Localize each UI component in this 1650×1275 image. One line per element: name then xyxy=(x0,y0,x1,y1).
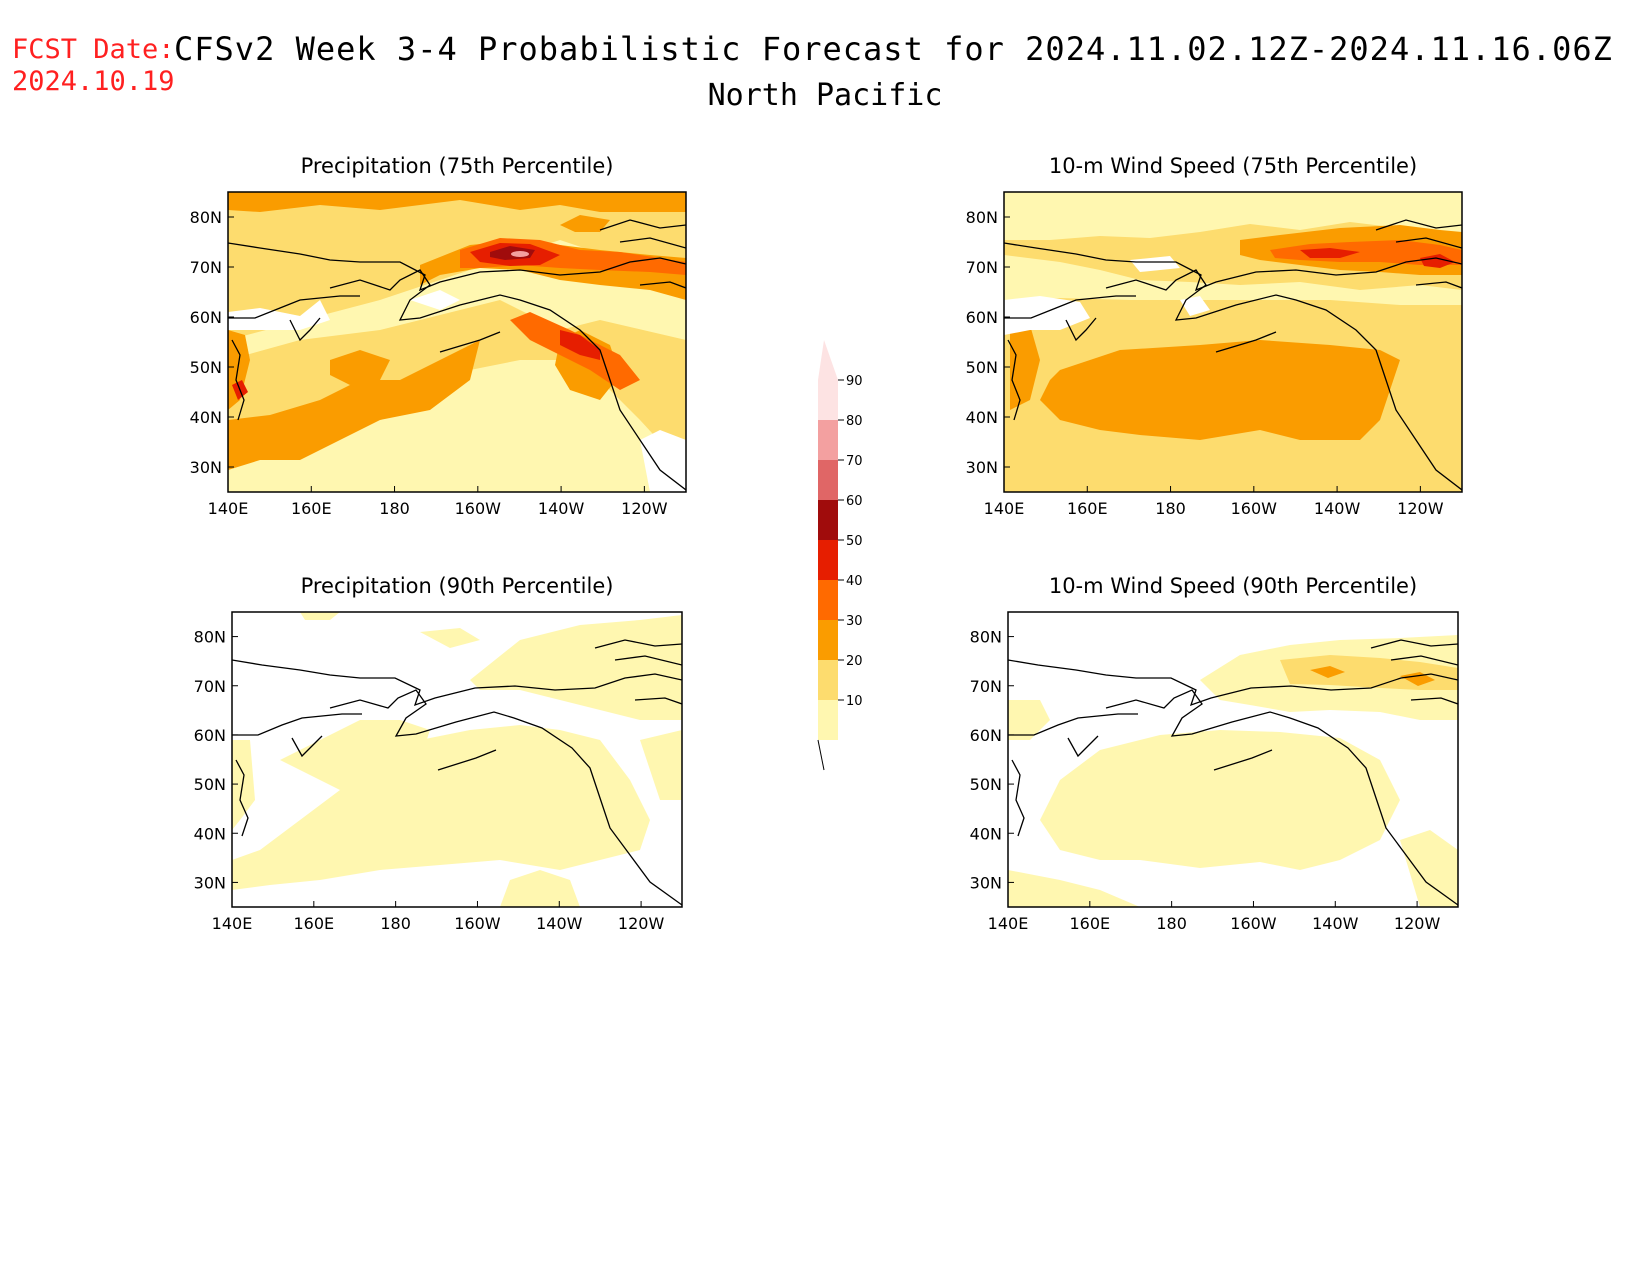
colorbar-label: 30 xyxy=(846,614,863,629)
colorbar-label: 40 xyxy=(846,574,863,589)
precip-75-shading xyxy=(228,192,686,492)
panel-precip-75: Precipitation (75th Percentile) xyxy=(227,154,687,493)
fcst-label: FCST Date: xyxy=(12,34,175,65)
colorbar-swatch xyxy=(818,620,838,660)
panel-wind-75: 10-m Wind Speed (75th Percentile) xyxy=(1003,154,1463,493)
colorbar-swatch xyxy=(818,660,838,700)
lon-tick-label: 160E xyxy=(1067,499,1108,518)
lat-tick-label: 70N xyxy=(970,677,1002,696)
lon-tick-label: 140E xyxy=(988,914,1029,933)
colorbar-swatch xyxy=(818,580,838,620)
panel-title: 10-m Wind Speed (75th Percentile) xyxy=(1049,154,1417,178)
panel-title: Precipitation (90th Percentile) xyxy=(301,574,614,598)
lat-tick-label: 50N xyxy=(966,358,998,377)
lon-tick-label: 160E xyxy=(293,914,334,933)
lon-tick-label: 120W xyxy=(1394,914,1441,933)
lon-tick-label: 160W xyxy=(454,914,501,933)
panel-wind-90: 10-m Wind Speed (90th Percentile) xyxy=(1007,574,1459,908)
lat-tick-label: 30N xyxy=(194,873,226,892)
coastline xyxy=(232,639,682,906)
colorbar-swatch xyxy=(818,380,838,420)
lat-tick-label: 60N xyxy=(966,308,998,327)
lon-tick-label: 160W xyxy=(1231,499,1278,518)
axis-labels: 80N 70N 60N 50N 40N 30N 140E 160E 180 160W 140W 120… xyxy=(190,208,1444,933)
colorbar-swatch xyxy=(818,540,838,580)
lat-tick-label: 40N xyxy=(190,408,222,427)
lat-tick-label: 30N xyxy=(190,458,222,477)
wind-90-shading xyxy=(1008,612,1458,907)
lat-tick-label: 70N xyxy=(966,258,998,277)
colorbar-swatch xyxy=(818,500,838,540)
colorbar: 90 80 70 60 50 40 30 20 10 xyxy=(817,340,863,771)
precip-90-shading xyxy=(232,612,682,907)
lon-tick-label: 140W xyxy=(1312,914,1359,933)
lat-tick-label: 80N xyxy=(970,628,1002,647)
colorbar-label: 60 xyxy=(846,494,863,509)
colorbar-label: 10 xyxy=(846,694,863,709)
lon-tick-label: 160E xyxy=(291,499,332,518)
lat-tick-label: 50N xyxy=(194,775,226,794)
colorbar-tail xyxy=(817,739,825,771)
lat-tick-label: 80N xyxy=(966,208,998,227)
lon-tick-label: 180 xyxy=(1156,914,1187,933)
panel-precip-90: Precipitation (90th Percentile) xyxy=(231,574,683,908)
lat-tick-label: 40N xyxy=(970,824,1002,843)
lat-tick-label: 70N xyxy=(190,258,222,277)
lon-tick-label: 180 xyxy=(1155,499,1186,518)
lat-tick-label: 30N xyxy=(970,873,1002,892)
lat-tick-label: 60N xyxy=(194,726,226,745)
lat-tick-label: 40N xyxy=(966,408,998,427)
lon-tick-label: 120W xyxy=(621,499,668,518)
lon-tick-label: 140E xyxy=(212,914,253,933)
lon-tick-label: 120W xyxy=(1397,499,1444,518)
colorbar-label: 70 xyxy=(846,454,863,469)
colorbar-label: 90 xyxy=(846,374,863,389)
colorbar-swatch xyxy=(818,700,838,740)
colorbar-label: 50 xyxy=(846,534,863,549)
lat-tick-label: 50N xyxy=(970,775,1002,794)
colorbar-top-cap xyxy=(818,340,838,380)
lon-tick-label: 160W xyxy=(455,499,502,518)
forecast-date-label: FCST Date: 2024.10.19 xyxy=(12,34,175,98)
coastline xyxy=(1004,219,1462,491)
lon-tick-label: 140W xyxy=(536,914,583,933)
lat-tick-label: 70N xyxy=(194,677,226,696)
fcst-date: 2024.10.19 xyxy=(12,66,175,97)
lon-tick-label: 160W xyxy=(1230,914,1277,933)
lon-tick-label: 140W xyxy=(1314,499,1361,518)
lon-tick-label: 140E xyxy=(208,499,249,518)
lon-tick-label: 180 xyxy=(379,499,410,518)
lat-tick-label: 80N xyxy=(194,628,226,647)
region-title: North Pacific xyxy=(707,78,943,113)
lat-tick-label: 60N xyxy=(190,308,222,327)
colorbar-swatch xyxy=(818,420,838,460)
lat-tick-label: 40N xyxy=(194,824,226,843)
lon-tick-label: 160E xyxy=(1069,914,1110,933)
lat-tick-label: 50N xyxy=(190,358,222,377)
panel-title: Precipitation (75th Percentile) xyxy=(301,154,614,178)
wind-75-shading xyxy=(1004,192,1462,492)
colorbar-swatch xyxy=(818,460,838,500)
coastline xyxy=(1008,639,1458,906)
lat-tick-label: 60N xyxy=(970,726,1002,745)
lon-tick-label: 180 xyxy=(380,914,411,933)
panel-title: 10-m Wind Speed (90th Percentile) xyxy=(1049,574,1417,598)
coastline xyxy=(228,219,686,491)
lon-tick-label: 140W xyxy=(538,499,585,518)
lat-tick-label: 80N xyxy=(190,208,222,227)
lon-tick-label: 120W xyxy=(618,914,665,933)
figure-title: CFSv2 Week 3-4 Probabilistic Forecast fo… xyxy=(174,30,1613,68)
lat-tick-label: 30N xyxy=(966,458,998,477)
lon-tick-label: 140E xyxy=(984,499,1025,518)
colorbar-label: 20 xyxy=(846,654,863,669)
colorbar-label: 80 xyxy=(846,414,863,429)
